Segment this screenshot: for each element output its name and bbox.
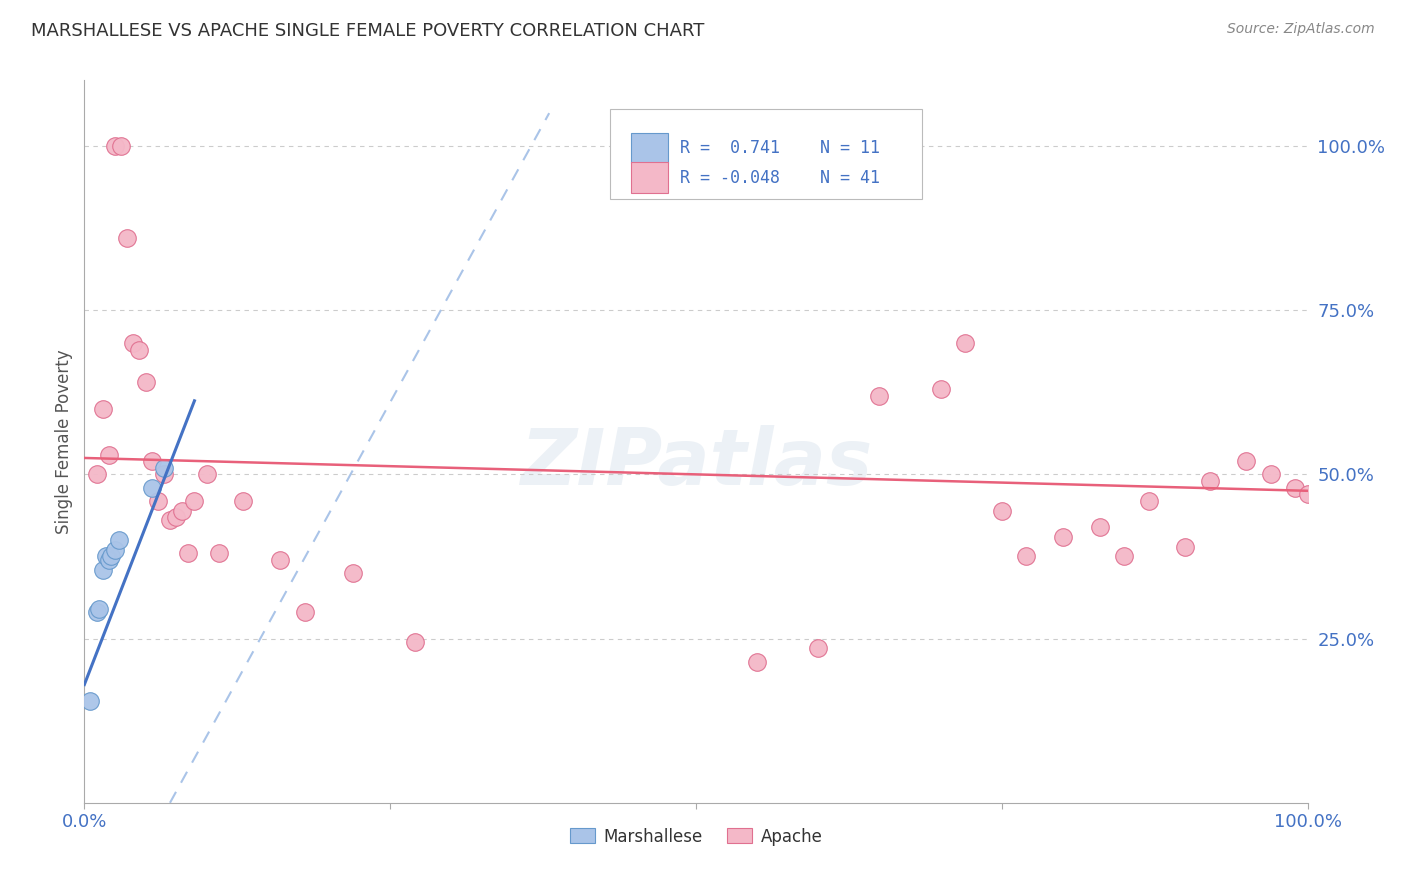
Point [991, 503, 1014, 517]
Point [104, 542, 127, 557]
Point [122, 336, 145, 351]
Point [141, 481, 163, 495]
Point [404, 635, 426, 649]
Point [1260, 467, 1282, 482]
Point [1114, 549, 1136, 564]
Point [929, 382, 952, 396]
Legend: Marshallese, Apache: Marshallese, Apache [562, 821, 830, 852]
Point [1236, 454, 1258, 468]
Point [153, 460, 176, 475]
Point [1174, 540, 1197, 554]
Point [100, 549, 122, 564]
Point [269, 553, 291, 567]
Point [91, 401, 114, 416]
Point [87, 602, 110, 616]
Point [141, 454, 163, 468]
Point [747, 655, 769, 669]
Point [1052, 530, 1074, 544]
Point [953, 336, 976, 351]
Point [342, 566, 364, 580]
Bar [631, 162, 668, 193]
Point [107, 533, 129, 547]
Point [135, 376, 157, 390]
Point [79, 694, 101, 708]
Point [208, 546, 231, 560]
Text: MARSHALLESE VS APACHE SINGLE FEMALE POVERTY CORRELATION CHART: MARSHALLESE VS APACHE SINGLE FEMALE POVE… [31, 22, 704, 40]
FancyBboxPatch shape [610, 109, 922, 200]
Point [86, 605, 108, 619]
Point [91, 563, 114, 577]
Point [1015, 549, 1038, 564]
Point [115, 231, 138, 245]
Point [807, 641, 830, 656]
Text: ZIPatlas: ZIPatlas [520, 425, 872, 501]
Point [165, 510, 187, 524]
Point [1296, 487, 1319, 501]
Point [294, 605, 316, 619]
Point [1284, 481, 1306, 495]
Point [1198, 474, 1220, 488]
Point [195, 467, 218, 482]
Point [128, 343, 150, 357]
Point [104, 139, 127, 153]
Point [153, 467, 176, 482]
Point [183, 493, 205, 508]
Point [1137, 493, 1160, 508]
Point [177, 546, 200, 560]
Point [86, 467, 108, 482]
Point [232, 493, 254, 508]
Point [97, 448, 120, 462]
Point [159, 513, 181, 527]
Point [97, 553, 120, 567]
Point [110, 139, 132, 153]
Y-axis label: Single Female Poverty: Single Female Poverty [55, 350, 73, 533]
Text: Source: ZipAtlas.com: Source: ZipAtlas.com [1227, 22, 1375, 37]
Bar [631, 133, 668, 163]
Text: R = -0.048    N = 41: R = -0.048 N = 41 [681, 169, 880, 186]
Point [172, 503, 194, 517]
Point [1088, 520, 1111, 534]
Point [869, 388, 891, 402]
Text: R =  0.741    N = 11: R = 0.741 N = 11 [681, 138, 880, 157]
Point [146, 493, 169, 508]
Point [96, 549, 118, 564]
